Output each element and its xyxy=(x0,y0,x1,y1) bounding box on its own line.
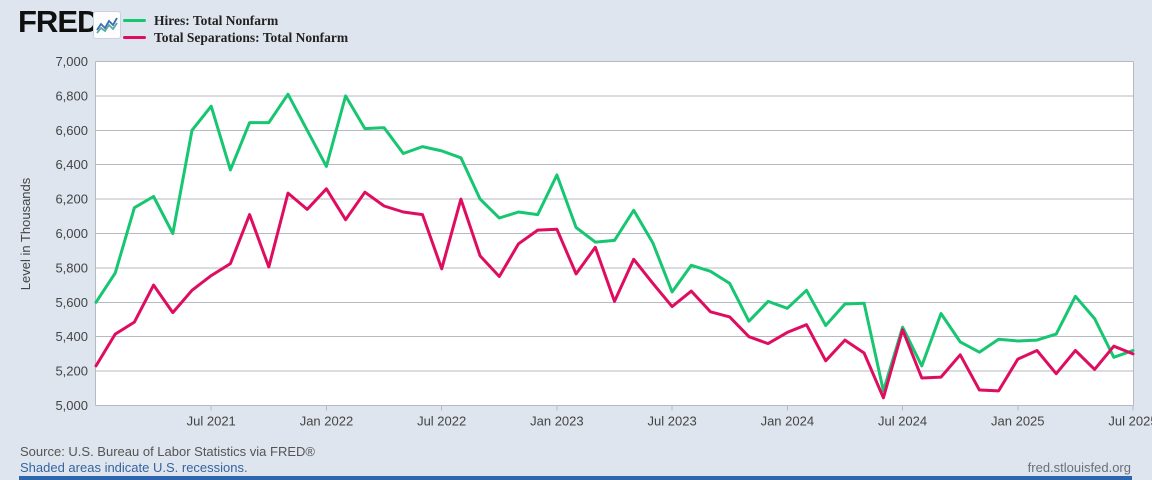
separations-swatch xyxy=(123,36,146,39)
legend-label-separations: Total Separations: Total Nonfarm xyxy=(154,29,349,45)
x-tick-label: Jul 2024 xyxy=(878,414,927,429)
recessions-link[interactable]: Shaded areas indicate U.S. recessions. xyxy=(20,460,248,475)
hires-line xyxy=(94,92,1135,393)
x-tick-label: Jan 2023 xyxy=(530,414,584,429)
separations-line xyxy=(94,187,1135,400)
x-tick-label: Jul 2023 xyxy=(648,414,697,429)
y-tick-label: 6,400 xyxy=(55,157,88,172)
y-tick-label: 5,800 xyxy=(55,260,88,275)
y-tick-label: 5,000 xyxy=(55,398,88,413)
x-tick-label: Jul 2021 xyxy=(187,414,236,429)
hires-swatch xyxy=(123,19,146,22)
x-tick-label: Jan 2024 xyxy=(761,414,815,429)
legend-item-hires[interactable]: Hires: Total Nonfarm xyxy=(123,12,348,29)
x-tick-label: Jan 2025 xyxy=(991,414,1045,429)
y-tick-label: 6,800 xyxy=(55,88,88,103)
legend-item-separations[interactable]: Total Separations: Total Nonfarm xyxy=(123,29,348,46)
legend-label-hires: Hires: Total Nonfarm xyxy=(154,12,279,28)
y-axis-title: Level in Thousands xyxy=(18,177,33,290)
y-tick-label: 5,400 xyxy=(55,329,88,344)
x-tick-label: Jul 2025 xyxy=(1108,414,1152,429)
x-tick-label: Jan 2022 xyxy=(300,414,354,429)
fred-site-url: fred.stlouisfed.org xyxy=(1027,460,1131,475)
x-tick-label: Jul 2022 xyxy=(417,414,466,429)
y-tick-label: 6,600 xyxy=(55,123,88,138)
source-text: Source: U.S. Bureau of Labor Statistics … xyxy=(20,444,315,459)
legend: Hires: Total Nonfarm Total Separations: … xyxy=(123,12,348,46)
y-tick-label: 5,600 xyxy=(55,295,88,310)
y-tick-label: 5,200 xyxy=(55,364,88,379)
line-chart-icon xyxy=(93,11,121,39)
footer-accent-bar xyxy=(19,476,1132,480)
y-tick-label: 7,000 xyxy=(55,54,88,69)
y-tick-label: 6,000 xyxy=(55,226,88,241)
y-tick-label: 6,200 xyxy=(55,192,88,207)
